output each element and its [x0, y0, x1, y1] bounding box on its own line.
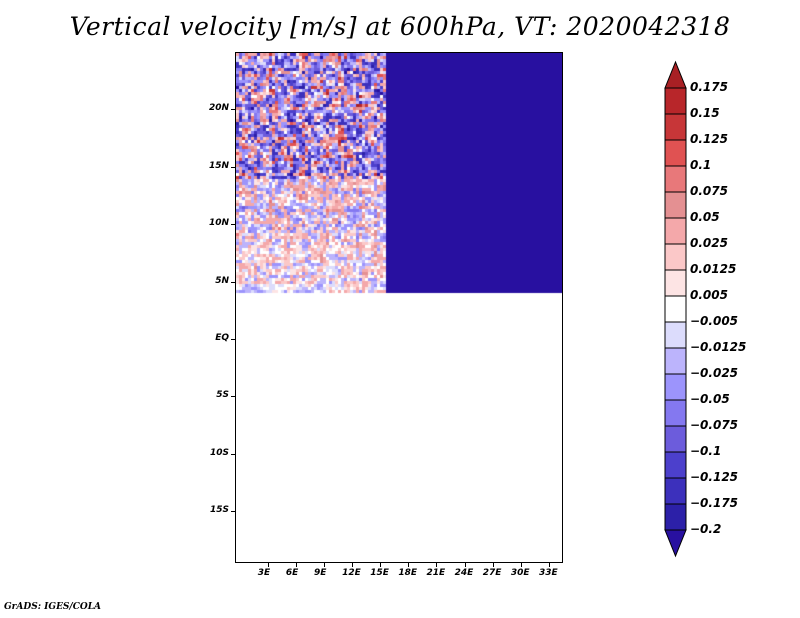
colorbar-swatch [664, 477, 687, 505]
lon-label: 30E [510, 568, 530, 578]
colorbar-level-label: −0.2 [690, 522, 722, 536]
colorbar-level-label: −0.025 [690, 366, 739, 380]
colorbar-swatch [664, 139, 687, 167]
colorbar-swatch [664, 191, 687, 219]
lon-label: 33E [538, 568, 558, 578]
lon-label: 9E [314, 568, 327, 578]
vertical-velocity-field [236, 53, 562, 562]
lon-tick [324, 563, 326, 567]
colorbar-level-label: 0.0125 [690, 262, 737, 276]
country-borders [236, 53, 562, 562]
lon-label: 21E [426, 568, 446, 578]
colorbar [664, 60, 687, 558]
lat-tick [231, 511, 235, 513]
lat-label: EQ [215, 333, 229, 344]
colorbar-swatch [664, 165, 687, 193]
lon-label: 6E [285, 568, 299, 578]
lon-label: 12E [342, 568, 361, 578]
lon-tick [408, 563, 410, 567]
colorbar-level-label: 0.05 [690, 210, 720, 224]
lat-tick [231, 281, 235, 283]
lat-label: 10S [209, 447, 229, 458]
lon-label: 15E [370, 568, 389, 578]
lon-tick [520, 563, 522, 567]
lon-tick [436, 563, 438, 567]
lat-label: 5N [215, 275, 229, 286]
colorbar-level-label: −0.1 [690, 444, 722, 458]
colorbar-level-label: 0.025 [690, 236, 728, 250]
lon-tick [464, 563, 466, 567]
lon-tick [548, 563, 550, 567]
colorbar-level-label: −0.0125 [690, 340, 747, 354]
colorbar-swatch [664, 373, 687, 401]
lat-label: 20N [208, 103, 229, 114]
colorbar-swatch [664, 295, 687, 323]
lon-tick [380, 563, 382, 567]
lat-label: 15N [208, 160, 229, 171]
colorbar-swatch [664, 217, 687, 245]
colorbar-swatch [664, 321, 687, 349]
lat-label: 5S [216, 390, 229, 401]
colorbar-level-label: 0.175 [690, 80, 728, 94]
lon-label: 18E [398, 568, 418, 578]
colorbar-level-label: 0.15 [690, 106, 720, 120]
colorbar-swatch [664, 347, 687, 375]
lat-tick [231, 453, 235, 455]
colorbar-swatch [664, 399, 687, 427]
colorbar-level-label: 0.005 [690, 288, 728, 302]
chart-title: Vertical velocity [m/s] at 600hPa, VT: 2… [69, 12, 731, 41]
colorbar-swatch [664, 87, 687, 115]
colorbar-swatch [664, 503, 687, 531]
colorbar-level-label: 0.075 [690, 184, 728, 198]
colorbar-swatch [664, 451, 687, 479]
lon-tick [352, 563, 354, 567]
lat-tick [231, 166, 235, 168]
lat-tick [231, 396, 235, 398]
lon-label: 24E [454, 568, 474, 578]
colorbar-level-label: −0.075 [690, 418, 739, 432]
lat-tick [231, 109, 235, 111]
colorbar-extend-top [664, 60, 687, 89]
map-plot-area [235, 52, 563, 563]
lon-tick [295, 563, 297, 567]
colorbar-swatch [664, 269, 687, 297]
lon-tick [267, 563, 269, 567]
lat-tick [231, 339, 235, 341]
colorbar-level-label: −0.05 [690, 392, 730, 406]
lon-tick [492, 563, 494, 567]
colorbar-level-label: −0.125 [690, 470, 739, 484]
lon-label: 27E [482, 568, 502, 578]
lat-tick [231, 224, 235, 226]
colorbar-level-label: −0.005 [690, 314, 739, 328]
colorbar-swatch [664, 425, 687, 453]
colorbar-level-label: 0.1 [690, 158, 712, 172]
colorbar-swatch [664, 113, 687, 141]
colorbar-level-label: 0.125 [690, 132, 728, 146]
lat-label: 15S [209, 505, 229, 516]
colorbar-swatch [664, 243, 687, 271]
grads-credit: GrADS: IGES/COLA [4, 602, 102, 612]
lat-label: 10N [208, 218, 229, 229]
colorbar-level-label: −0.175 [690, 496, 739, 510]
colorbar-extend-bottom [664, 529, 687, 558]
lon-label: 3E [257, 568, 271, 578]
